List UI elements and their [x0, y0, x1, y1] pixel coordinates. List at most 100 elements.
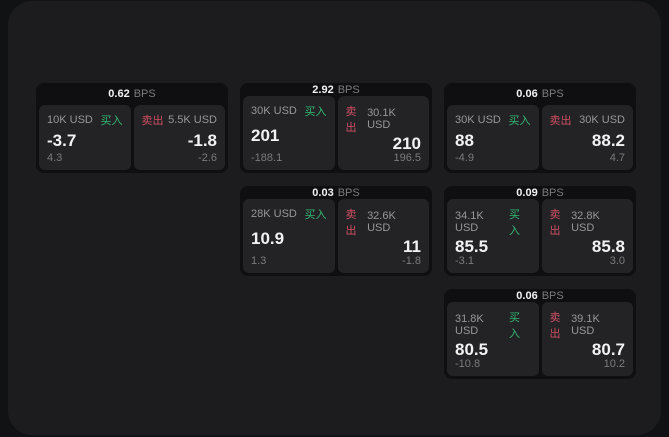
buy-panel-top: 28K USD 买入 — [251, 206, 327, 222]
buy-panel-top: 34.1K USD 买入 — [455, 206, 531, 238]
spread-header: 0.62 BPS — [36, 83, 228, 105]
sell-amount: 32.8K USD — [571, 210, 600, 234]
quote-panels: 30K USD 买入 88 -4.9 卖出 30K USD 88.2 4.7 — [444, 105, 636, 173]
buy-sub-value: -188.1 — [251, 152, 283, 164]
buy-panel-top: 31.8K USD 买入 — [455, 309, 531, 341]
quote-card: 0.06 BPS 31.8K USD 买入 80.5 -10.8 卖出 39.1… — [444, 289, 636, 379]
spread-header: 0.03 BPS — [240, 186, 432, 199]
buy-amount: 28K USD — [251, 208, 297, 220]
spread-unit-label: BPS — [337, 83, 360, 96]
spread-value: 2.92 — [312, 83, 334, 96]
spread-header: 2.92 BPS — [240, 83, 432, 96]
sell-panel[interactable]: 卖出 32.6K USD 11 -1.8 — [337, 199, 429, 273]
buy-amount: 10K USD — [47, 114, 93, 126]
sell-amount: 30K USD — [579, 114, 625, 126]
buy-side-label: 买入 — [508, 115, 531, 127]
sell-panel-top: 卖出 32.8K USD — [550, 206, 626, 238]
sell-side-label: 卖出 — [549, 312, 561, 340]
buy-amount: 30K USD — [455, 114, 501, 126]
spread-value: 0.06 — [516, 88, 538, 100]
spread-unit-label: BPS — [541, 88, 564, 100]
sell-panel-top: 卖出 39.1K USD — [550, 309, 626, 341]
buy-amount: 31.8K USD — [455, 313, 484, 337]
buy-sub-value: 4.3 — [47, 152, 63, 164]
spread-header: 0.06 BPS — [444, 289, 636, 302]
buy-price: -3.7 — [47, 130, 77, 150]
buy-amount: 30K USD — [251, 105, 297, 117]
sell-panel[interactable]: 卖出 39.1K USD 80.7 10.2 — [541, 302, 633, 376]
spread-value: 0.62 — [108, 88, 130, 100]
quote-card: 0.09 BPS 34.1K USD 买入 85.5 -3.1 卖出 32.8K… — [444, 186, 636, 276]
sell-amount: 30.1K USD — [367, 107, 396, 131]
buy-panel-top: 30K USD 买入 — [455, 112, 531, 128]
buy-panel[interactable]: 34.1K USD 买入 85.5 -3.1 — [447, 199, 539, 273]
sell-panel[interactable]: 卖出 30.1K USD 210 196.5 — [337, 96, 429, 170]
quote-panels: 10K USD 买入 -3.7 4.3 卖出 5.5K USD -1.8 -2.… — [36, 105, 228, 173]
sell-amount: 32.6K USD — [367, 210, 396, 234]
sell-side-label: 卖出 — [345, 209, 357, 237]
spread-value: 0.03 — [312, 186, 334, 199]
buy-panel[interactable]: 30K USD 买入 201 -188.1 — [243, 96, 335, 170]
quote-card-grid: 0.62 BPS 10K USD 买入 -3.7 4.3 卖出 5.5K USD… — [36, 83, 636, 379]
quote-card: 0.62 BPS 10K USD 买入 -3.7 4.3 卖出 5.5K USD… — [36, 83, 228, 173]
buy-panel[interactable]: 28K USD 买入 10.9 1.3 — [243, 199, 335, 273]
sell-panel-top: 卖出 30.1K USD — [346, 103, 422, 135]
trading-window: 0.62 BPS 10K USD 买入 -3.7 4.3 卖出 5.5K USD… — [8, 1, 661, 435]
buy-panel-top: 30K USD 买入 — [251, 103, 327, 119]
quote-panels: 28K USD 买入 10.9 1.3 卖出 32.6K USD 11 -1.8 — [240, 199, 432, 276]
sell-panel-top: 卖出 32.6K USD — [346, 206, 422, 238]
sell-price: -1.8 — [187, 130, 217, 150]
buy-panel[interactable]: 10K USD 买入 -3.7 4.3 — [39, 105, 131, 170]
sell-panel[interactable]: 卖出 30K USD 88.2 4.7 — [541, 105, 633, 170]
sell-side-label: 卖出 — [549, 209, 561, 237]
spread-unit-label: BPS — [337, 186, 360, 199]
sell-price: 85.8 — [591, 237, 625, 256]
spread-unit-label: BPS — [133, 88, 156, 100]
buy-price: 10.9 — [251, 229, 285, 248]
buy-panel[interactable]: 31.8K USD 买入 80.5 -10.8 — [447, 302, 539, 376]
buy-panel-top: 10K USD 买入 — [47, 112, 123, 128]
quote-card: 2.92 BPS 30K USD 买入 201 -188.1 卖出 30.1K … — [240, 83, 432, 173]
buy-side-label: 买入 — [508, 312, 520, 340]
quote-panels: 31.8K USD 买入 80.5 -10.8 卖出 39.1K USD 80.… — [444, 302, 636, 379]
buy-side-label: 买入 — [100, 115, 123, 127]
sell-sub-value: 4.7 — [609, 152, 625, 164]
sell-panel-top: 卖出 5.5K USD — [142, 112, 218, 128]
quote-panels: 30K USD 买入 201 -188.1 卖出 30.1K USD 210 1… — [240, 96, 432, 173]
quote-panels: 34.1K USD 买入 85.5 -3.1 卖出 32.8K USD 85.8… — [444, 199, 636, 276]
sell-sub-value: 10.2 — [603, 358, 625, 370]
sell-panel[interactable]: 卖出 5.5K USD -1.8 -2.6 — [133, 105, 225, 170]
sell-amount: 5.5K USD — [168, 114, 217, 126]
buy-sub-value: -10.8 — [455, 358, 481, 370]
sell-panel-top: 卖出 30K USD — [550, 112, 626, 128]
sell-side-label: 卖出 — [549, 115, 572, 127]
buy-sub-value: -4.9 — [455, 152, 474, 164]
buy-side-label: 买入 — [304, 106, 327, 118]
quote-card: 0.06 BPS 30K USD 买入 88 -4.9 卖出 30K USD 8… — [444, 83, 636, 173]
sell-panel[interactable]: 卖出 32.8K USD 85.8 3.0 — [541, 199, 633, 273]
buy-panel[interactable]: 30K USD 买入 88 -4.9 — [447, 105, 539, 170]
spread-unit-label: BPS — [541, 186, 564, 199]
sell-sub-value: -2.6 — [198, 152, 217, 164]
buy-amount: 34.1K USD — [455, 210, 484, 234]
spread-header: 0.09 BPS — [444, 186, 636, 199]
sell-sub-value: 196.5 — [393, 152, 421, 164]
sell-price: 80.7 — [591, 340, 625, 359]
buy-sub-value: 1.3 — [251, 255, 267, 267]
spread-value: 0.09 — [516, 186, 538, 199]
buy-price: 85.5 — [455, 237, 489, 256]
sell-side-label: 卖出 — [141, 115, 164, 127]
sell-price: 210 — [392, 134, 421, 153]
buy-price: 88 — [455, 130, 474, 150]
buy-side-label: 买入 — [304, 209, 327, 221]
spread-header: 0.06 BPS — [444, 83, 636, 105]
sell-price: 11 — [403, 237, 421, 256]
buy-price: 201 — [251, 126, 280, 145]
sell-amount: 39.1K USD — [571, 313, 600, 337]
buy-side-label: 买入 — [508, 209, 520, 237]
spread-value: 0.06 — [516, 289, 538, 302]
spread-unit-label: BPS — [541, 289, 564, 302]
buy-price: 80.5 — [455, 340, 489, 359]
quote-card: 0.03 BPS 28K USD 买入 10.9 1.3 卖出 32.6K US… — [240, 186, 432, 276]
sell-sub-value: -1.8 — [402, 255, 421, 267]
